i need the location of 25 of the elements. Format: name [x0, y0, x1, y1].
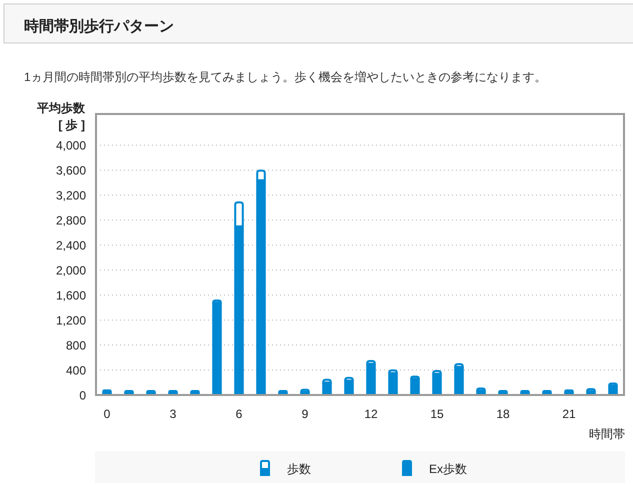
y-tick-label: 1,200	[56, 314, 86, 328]
legend-label: 歩数	[287, 462, 311, 476]
y-tick-label: 2,400	[56, 238, 86, 253]
x-tick-label: 0	[104, 407, 111, 421]
y-tick-label: 3,200	[56, 188, 86, 203]
y-tick-label: 3,600	[56, 164, 86, 178]
y-tick-label: 1,600	[56, 288, 86, 303]
y-axis-title: 平均歩数 [ 歩 ]	[36, 101, 86, 132]
x-tick-label: 12	[364, 407, 378, 421]
x-tick-label: 15	[430, 407, 444, 421]
chart-title: 時間帯別歩行パターン	[24, 18, 174, 35]
x-tick-label: 21	[562, 407, 576, 421]
legend-label: Ex歩数	[429, 462, 468, 476]
x-tick-label: 9	[302, 407, 309, 421]
x-axis-title: 時間帯	[589, 427, 625, 441]
chart-subtitle: 1ヵ月間の時間帯別の平均歩数を見てみましょう。歩く機会を増やしたいときの参考になります。	[24, 70, 547, 84]
y-tick-label: 400	[66, 364, 86, 378]
y-tick-label: 4,000	[56, 138, 86, 153]
x-tick-label: 18	[496, 407, 510, 421]
y-tick-label: 0	[79, 388, 86, 402]
x-tick-label: 3	[170, 407, 177, 421]
x-tick-label: 6	[236, 407, 243, 421]
y-tick-label: 2,800	[56, 214, 86, 228]
y-tick-label: 2,000	[56, 264, 86, 278]
y-tick-label: 800	[66, 338, 86, 353]
